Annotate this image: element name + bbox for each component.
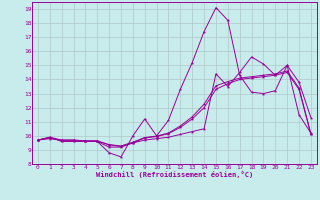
X-axis label: Windchill (Refroidissement éolien,°C): Windchill (Refroidissement éolien,°C) xyxy=(96,171,253,178)
